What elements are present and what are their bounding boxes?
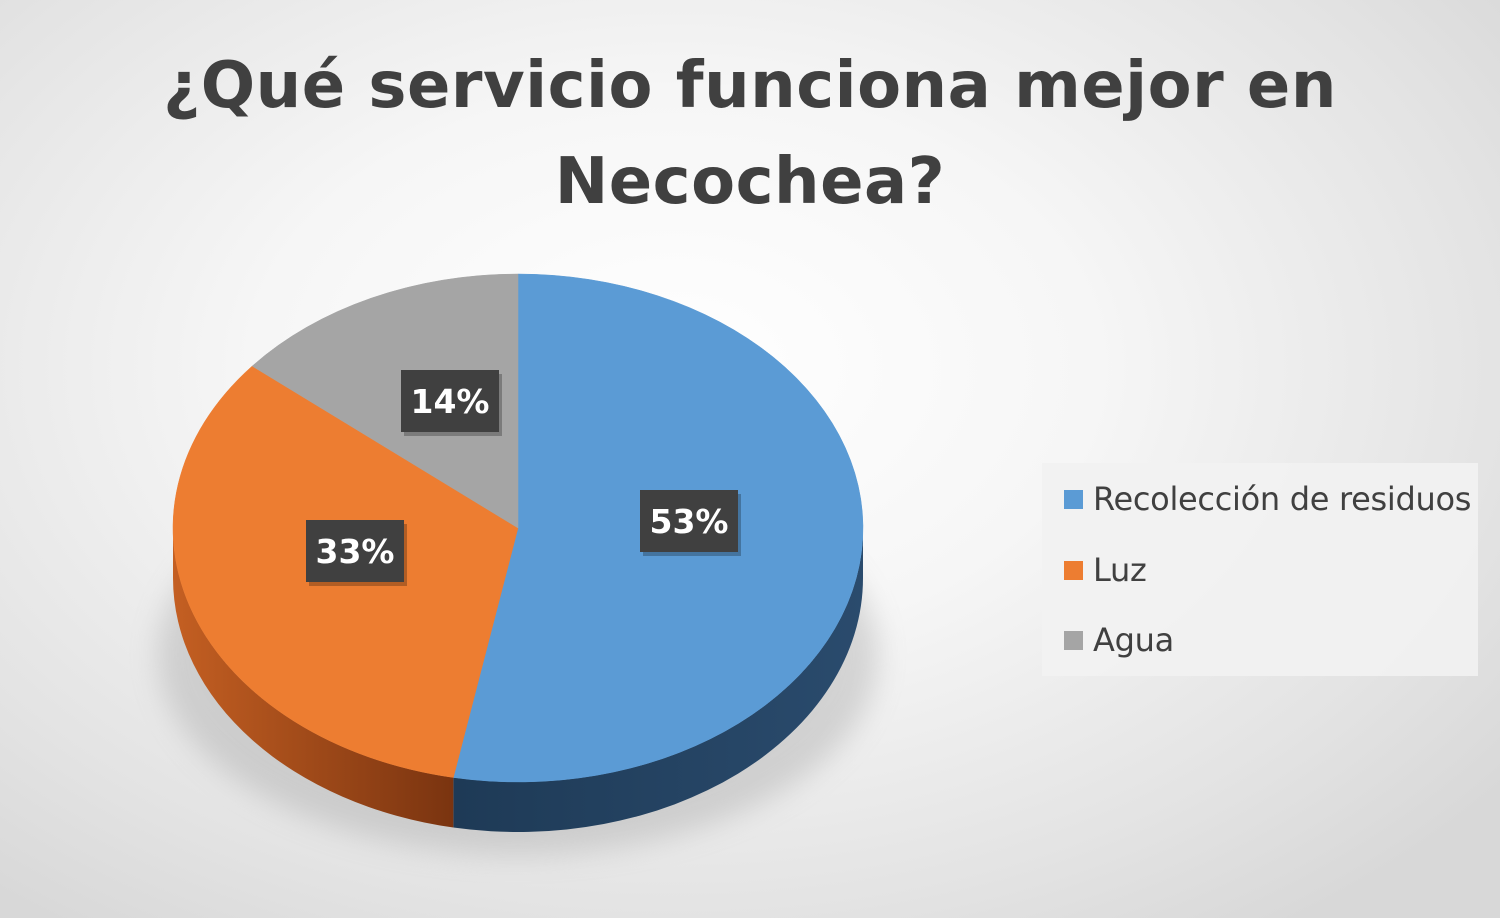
data-label-luz: 33% — [306, 520, 407, 586]
data-label-text: 14% — [411, 382, 490, 421]
pie-side-recoleccion — [453, 528, 863, 832]
chart-title-line-2: Necochea? — [554, 145, 946, 219]
legend-item-luz: Luz — [1064, 550, 1147, 590]
data-label-recoleccion: 53% — [640, 490, 741, 556]
legend-item-recoleccion: Recolección de residuos — [1064, 479, 1471, 519]
pie-sides — [173, 528, 863, 832]
legend-item-agua: Agua — [1064, 620, 1174, 660]
data-label-text: 33% — [316, 532, 395, 571]
legend-swatch — [1064, 560, 1083, 580]
legend-swatch — [1064, 489, 1083, 509]
chart-title-line-1: ¿Qué servicio funciona mejor en — [163, 49, 1337, 123]
pie-tops — [172, 273, 864, 783]
legend-label: Luz — [1093, 551, 1147, 589]
data-label-agua: 14% — [401, 370, 502, 436]
data-label-text: 53% — [650, 502, 729, 541]
legend-swatch — [1064, 630, 1083, 650]
pie-labels: 53% 33% 14% — [306, 370, 741, 586]
legend-label: Recolección de residuos — [1093, 480, 1472, 518]
legend: Recolección de residuos Luz Agua — [1042, 463, 1478, 676]
legend-label: Agua — [1093, 621, 1174, 659]
pie-slice-agua — [251, 273, 519, 529]
pie-side-luz — [173, 528, 454, 828]
chart-title: ¿Qué servicio funciona mejor en Necochea… — [150, 38, 1350, 230]
